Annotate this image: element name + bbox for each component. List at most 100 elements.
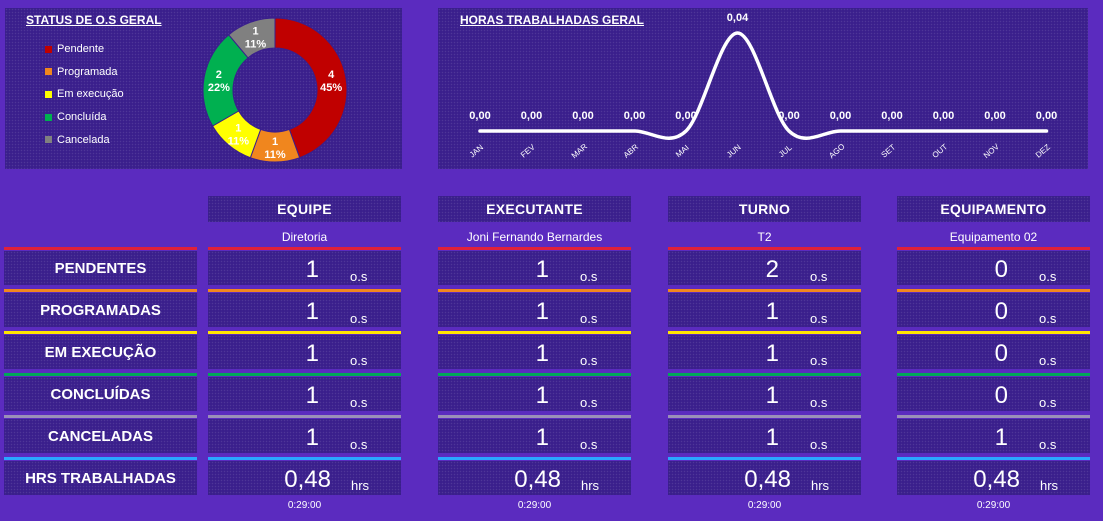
legend-swatch [45,113,52,121]
count-unit: o.s [810,269,828,284]
row-separator [4,331,197,334]
count-unit: o.s [580,353,598,368]
pie-data-label: 2 [216,69,222,81]
row-separator [438,373,631,376]
hours-value: 0,48 [284,466,331,493]
pie-data-label: 45% [320,82,342,94]
pie-data-label: 11% [228,136,250,148]
status-donut-chart: 445%111%111%222%111% [202,17,348,163]
row-separator [668,373,861,376]
legend-swatch [45,45,52,53]
value-cell: 0,48 hrs [897,461,1090,495]
row-separator [4,457,197,460]
pie-data-label: 1 [272,136,278,148]
x-tick-label: JUN [725,142,743,159]
value-cell: 1 o.s [668,419,861,453]
value-cell: 0 o.s [897,335,1090,369]
x-tick-label: OUT [931,142,950,160]
value-cell: 1 o.s [438,293,631,327]
count-unit: o.s [580,269,598,284]
hours-line-chart: 0,00 JAN 0,00 FEV 0,00 MAR 0,00 ABR 0,00 MAI 0,04 J… [468,12,1058,160]
value-cell: 0 o.s [897,377,1090,411]
legend-swatch [45,90,52,98]
value-cell: 1 o.s [668,293,861,327]
column-header: EQUIPE [208,196,401,222]
row-separator [208,247,401,250]
line-data-label: 0,00 [881,110,902,122]
count-unit: o.s [810,395,828,410]
pie-data-label: 11% [264,149,286,161]
value-cell: 0,48 hrs [438,461,631,495]
row-separator [897,331,1090,334]
count-unit: o.s [1039,311,1057,326]
line-data-label: 0,00 [830,110,851,122]
line-data-label: 0,00 [469,110,490,122]
row-label: PROGRAMADAS [4,293,197,327]
x-tick-label: FEV [519,142,537,159]
value-cell: 1 o.s [208,251,401,285]
hours-series-line [478,31,1049,141]
row-separator [668,247,861,250]
count-value: 1 [535,340,549,367]
line-title: HORAS TRABALHADAS GERAL [460,13,644,27]
count-value: 2 [765,256,779,283]
row-separator [438,289,631,292]
line-data-label: 0,00 [521,110,542,122]
legend-label: Em execução [57,88,124,101]
row-separator [668,331,861,334]
count-value: 1 [305,340,319,367]
x-tick-label: JUL [777,143,794,159]
value-cell: 1 o.s [438,377,631,411]
hours-value: 0,48 [514,466,561,493]
x-tick-label: SET [880,143,898,160]
count-value: 1 [305,382,319,409]
row-separator [208,289,401,292]
status-pie-panel: STATUS DE O.S GERAL Pendente Programada Em… [5,8,402,169]
legend-label: Programada [57,65,118,78]
row-separator [897,457,1090,460]
count-value: 0 [994,298,1008,325]
column-filter-value: Joni Fernando Bernardes [466,230,603,244]
count-value: 1 [305,256,319,283]
x-tick-label: ABR [622,142,641,160]
row-label: HRS TRABALHADAS [4,461,197,495]
hours-time: 0:29:00 [287,500,322,511]
x-tick-label: DEZ [1034,142,1052,159]
pie-data-label: 4 [328,69,335,81]
value-cell: 1 o.s [208,293,401,327]
row-separator [668,457,861,460]
count-unit: o.s [810,311,828,326]
row-label: EM EXECUÇÃO [4,335,197,369]
count-unit: o.s [1039,437,1057,452]
hours-value: 0,48 [973,466,1020,493]
count-value: 1 [765,424,779,451]
value-cell: 1 o.s [668,377,861,411]
value-cell: 1 o.s [668,335,861,369]
count-unit: o.s [810,353,828,368]
legend-item: Programada [45,61,124,84]
value-cell: 2 o.s [668,251,861,285]
count-value: 1 [765,298,779,325]
row-label: PENDENTES [4,251,197,285]
hours-unit: hrs [811,478,830,493]
x-tick-label: NOV [982,142,1002,160]
count-unit: o.s [350,353,368,368]
row-separator [668,289,861,292]
legend-item: Cancelada [45,128,124,151]
value-cell: 0 o.s [897,293,1090,327]
value-cell: 1 o.s [208,377,401,411]
row-separator [897,373,1090,376]
count-unit: o.s [350,395,368,410]
hours-line-panel: HORAS TRABALHADAS GERAL 0,00 JAN 0,00 FEV 0,… [438,8,1088,169]
row-separator [438,415,631,418]
count-value: 1 [535,424,549,451]
row-separator [4,289,197,292]
row-separator [208,331,401,334]
count-value: 1 [535,256,549,283]
count-unit: o.s [580,311,598,326]
hours-time: 0:29:00 [517,500,552,511]
value-cell: 1 o.s [438,419,631,453]
row-separator [438,247,631,250]
legend-item: Concluída [45,106,124,129]
count-unit: o.s [1039,269,1057,284]
